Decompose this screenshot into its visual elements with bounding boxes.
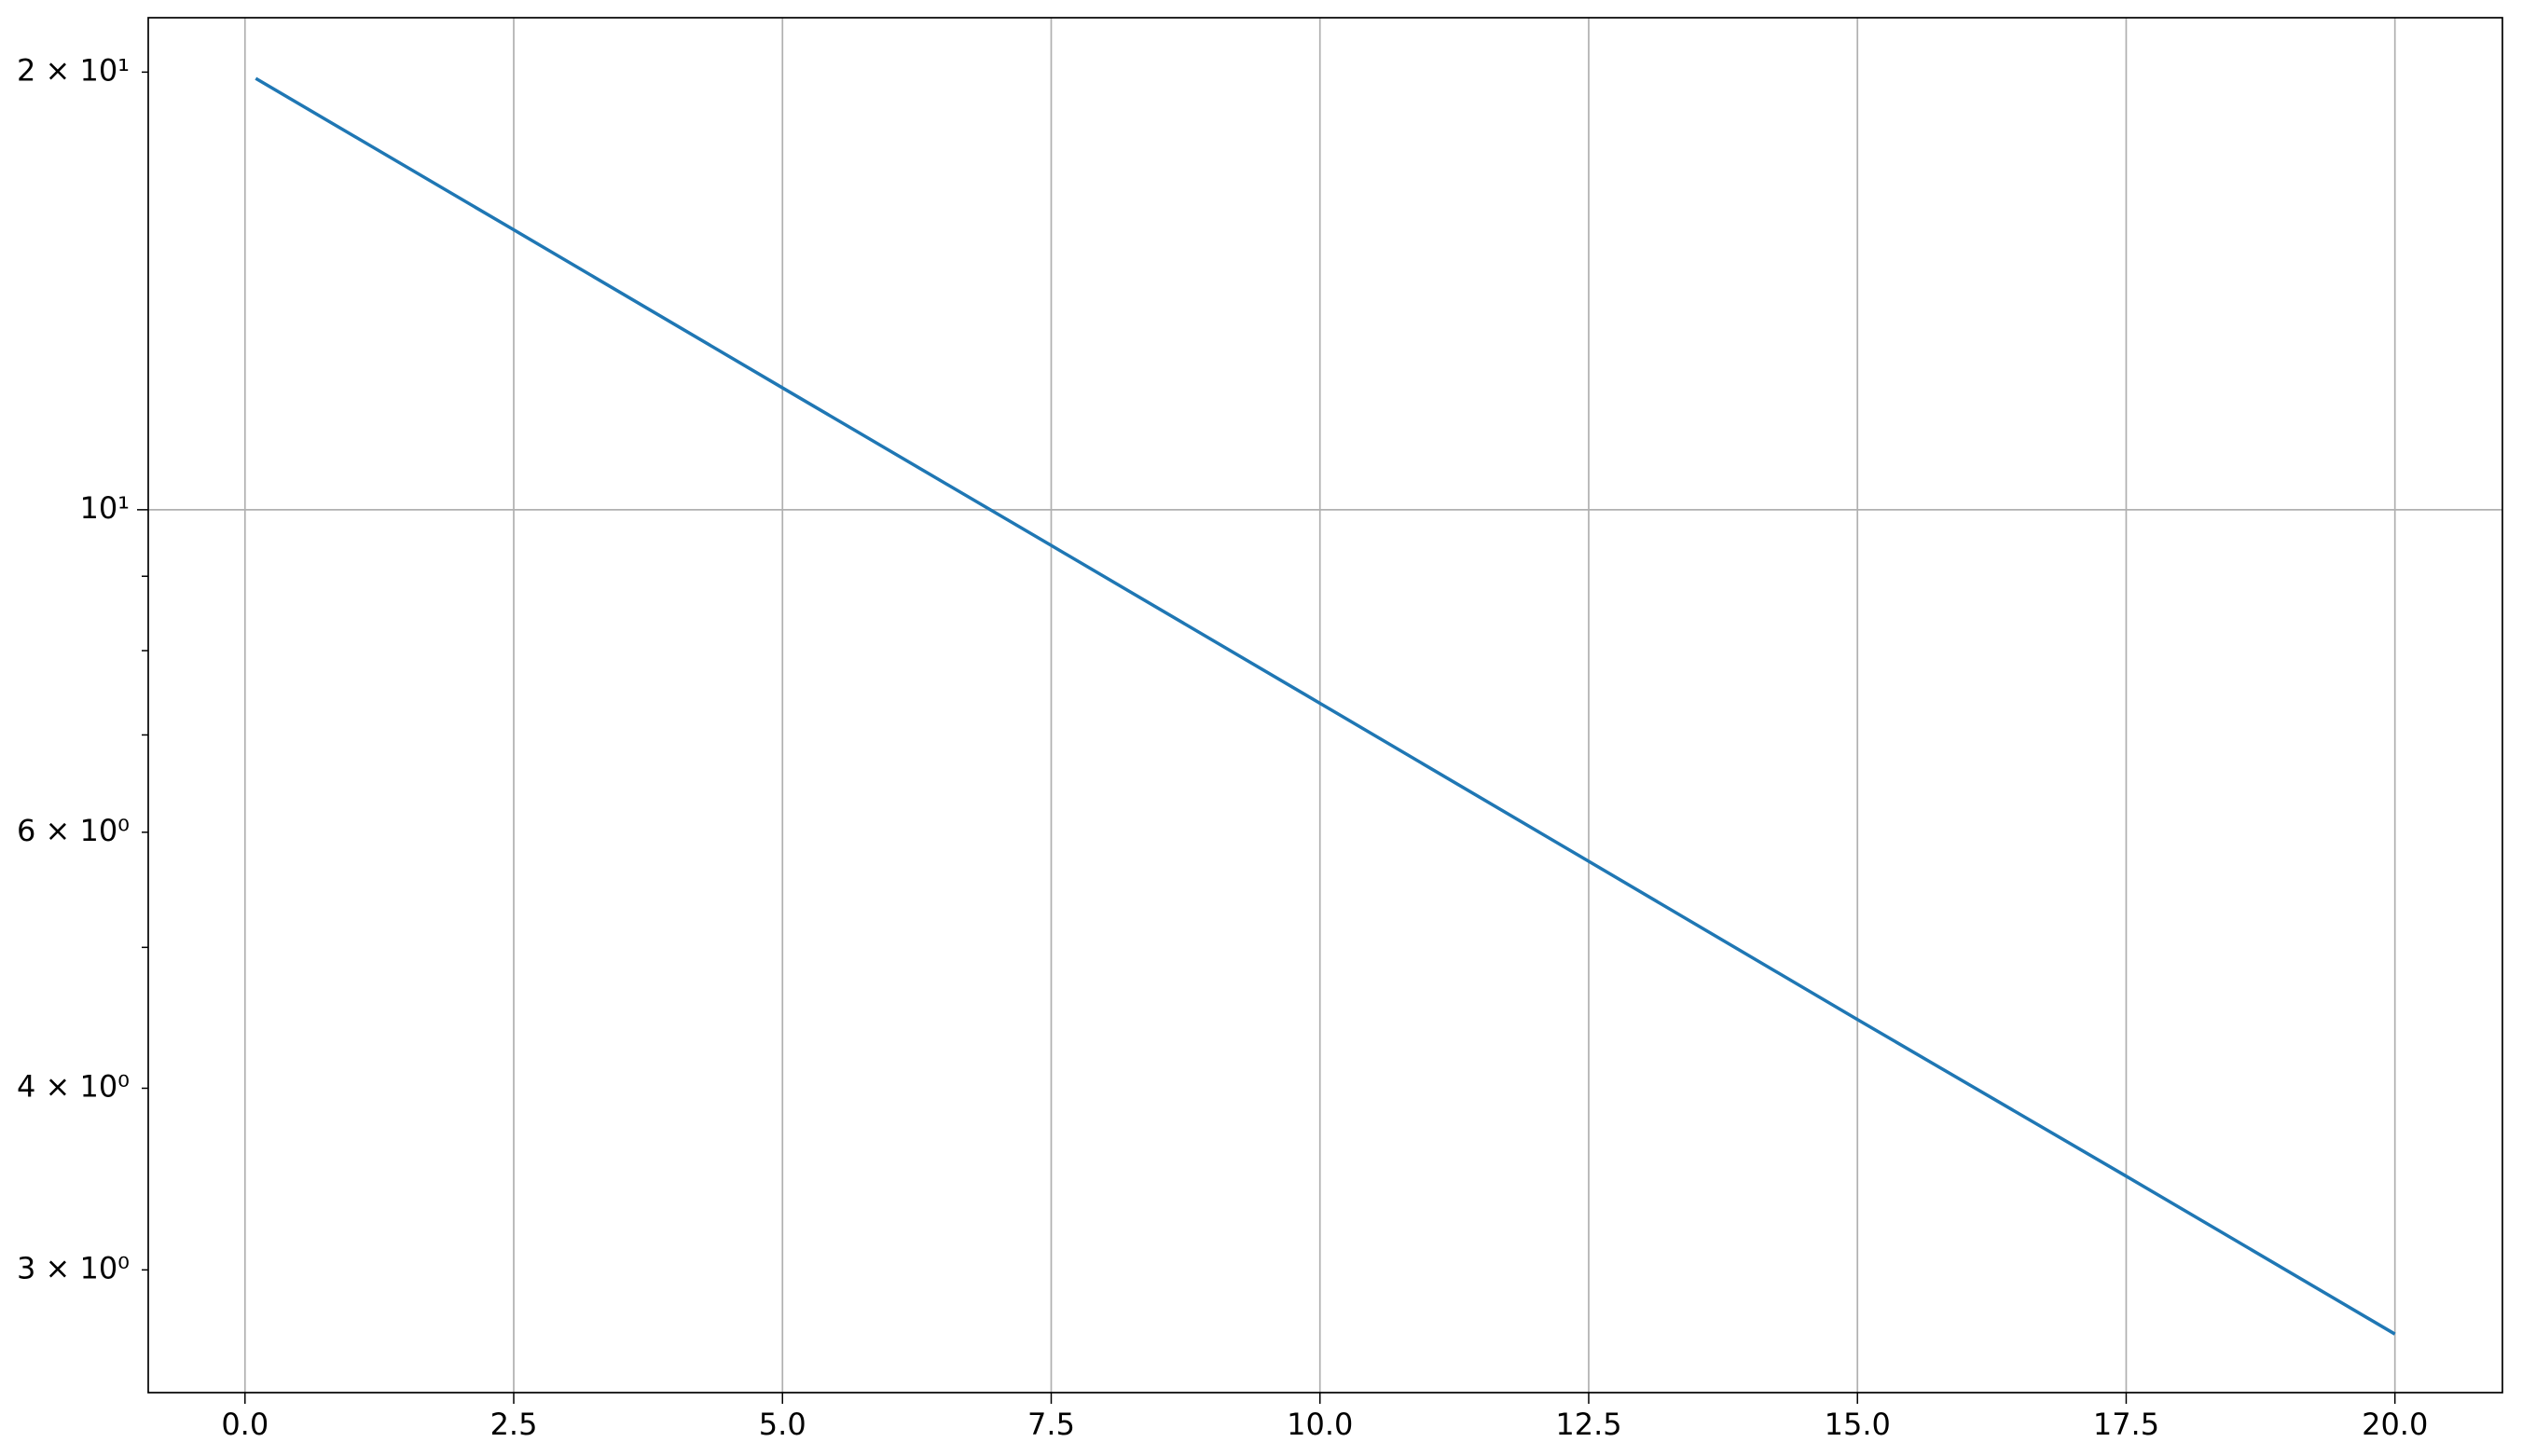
x-tick-label: 17.5 — [2093, 1407, 2159, 1442]
x-tick-label: 5.0 — [759, 1407, 806, 1442]
x-tick-label: 20.0 — [2362, 1407, 2428, 1442]
plot-frame — [147, 17, 2503, 1394]
y-tick-label: 2 × 10¹ — [17, 52, 130, 88]
y-tick-label: 4 × 10⁰ — [17, 1068, 130, 1104]
x-tick-label: 10.0 — [1287, 1407, 1353, 1442]
x-tick-label: 2.5 — [490, 1407, 538, 1442]
x-tick-label: 12.5 — [1555, 1407, 1621, 1442]
y-tick-label: 6 × 10⁰ — [17, 813, 130, 848]
x-tick-label: 15.0 — [1825, 1407, 1891, 1442]
x-tick-label: 0.0 — [221, 1407, 269, 1442]
data-line — [255, 76, 2396, 1336]
y-tick-label: 10¹ — [79, 490, 130, 526]
x-tick-label: 7.5 — [1027, 1407, 1075, 1442]
y-tick-label: 3 × 10⁰ — [17, 1250, 130, 1285]
